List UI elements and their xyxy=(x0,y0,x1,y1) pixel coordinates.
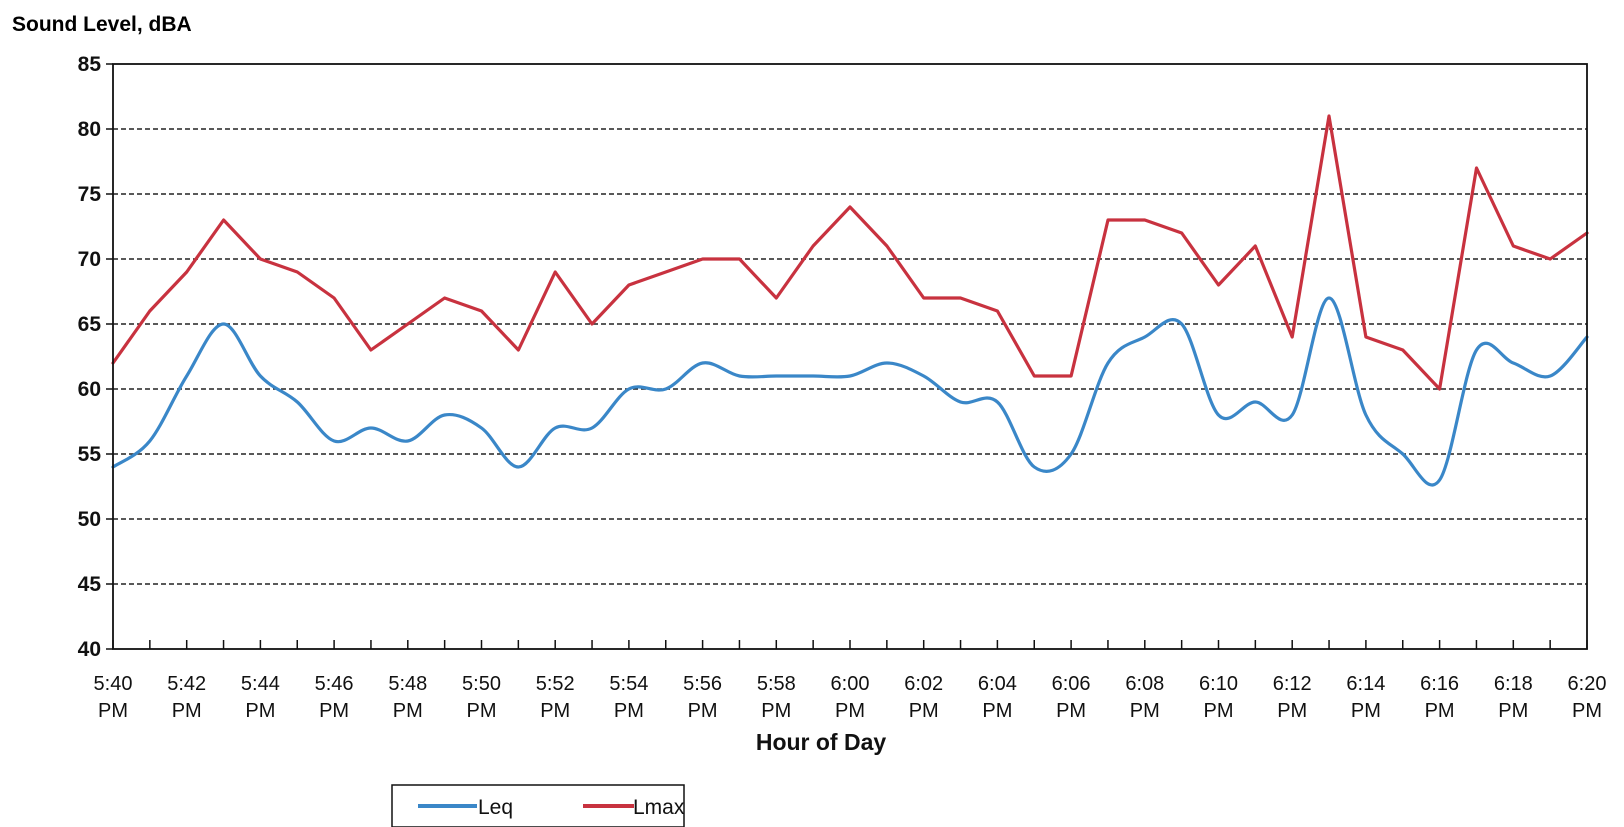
gridlines xyxy=(113,128,1587,585)
x-tick-label-time: 6:00 xyxy=(831,673,870,695)
x-tick-label-period: PM xyxy=(909,700,939,722)
x-tick-label-time: 6:08 xyxy=(1125,673,1164,695)
x-tick-label-time: 5:54 xyxy=(609,673,648,695)
x-tick-label-period: PM xyxy=(761,700,791,722)
x-tick-label-period: PM xyxy=(1056,700,1086,722)
x-tick-label-period: PM xyxy=(172,700,202,722)
x-tick-label-time: 6:10 xyxy=(1199,673,1238,695)
x-tick-label-period: PM xyxy=(982,700,1012,722)
x-tick-label-period: PM xyxy=(835,700,865,722)
x-tick-label-time: 5:52 xyxy=(536,673,575,695)
legend-label-lmax: Lmax xyxy=(633,796,685,819)
y-tick-label: 80 xyxy=(78,118,101,141)
x-tick-label-period: PM xyxy=(1130,700,1160,722)
x-tick-label-time: 6:12 xyxy=(1273,673,1312,695)
y-tick-label: 60 xyxy=(78,378,101,401)
legend: Leq Lmax xyxy=(391,784,685,827)
x-tick-label-period: PM xyxy=(98,700,128,722)
legend-label-leq: Leq xyxy=(478,796,513,819)
x-tick-label-period: PM xyxy=(393,700,423,722)
x-tick-label-time: 5:42 xyxy=(167,673,206,695)
x-tick-label-period: PM xyxy=(1498,700,1528,722)
x-tick-label-period: PM xyxy=(1572,700,1602,722)
x-tick-label-time: 6:18 xyxy=(1494,673,1533,695)
x-tick-label-period: PM xyxy=(319,700,349,722)
y-tick-label: 85 xyxy=(78,53,102,76)
x-tick-label-time: 6:02 xyxy=(904,673,943,695)
x-tick-label-period: PM xyxy=(688,700,718,722)
x-tick-label-period: PM xyxy=(540,700,570,722)
x-tick-label-time: 6:14 xyxy=(1346,673,1385,695)
series-line-leq xyxy=(111,296,1589,487)
x-tick-label-period: PM xyxy=(1204,700,1234,722)
x-tick-label-time: 6:20 xyxy=(1568,673,1607,695)
x-tick-label-time: 5:40 xyxy=(94,673,133,695)
x-tick-label-time: 6:06 xyxy=(1052,673,1091,695)
y-tick-label: 75 xyxy=(78,183,102,206)
y-axis-ticks: 40 45 50 55 60 65 70 75 80 85 xyxy=(78,53,113,661)
y-axis-title: Sound Level, dBA xyxy=(12,13,192,36)
x-tick-label-period: PM xyxy=(614,700,644,722)
y-tick-label: 40 xyxy=(78,638,101,661)
x-tick-label-time: 6:04 xyxy=(978,673,1017,695)
y-tick-label: 70 xyxy=(78,248,101,271)
x-tick-label-time: 5:46 xyxy=(315,673,354,695)
x-axis-title: Hour of Day xyxy=(756,729,887,755)
x-axis-ticks: 5:40 PM 5:42 PM 5:44 PM 5:46 PM 5:48 PM 5:50 PM 5:52… xyxy=(94,640,1607,722)
series-line-lmax xyxy=(111,114,1589,391)
x-tick-label-time: 5:48 xyxy=(388,673,427,695)
x-tick-label-time: 5:44 xyxy=(241,673,280,695)
y-tick-label: 45 xyxy=(78,573,102,596)
y-tick-label: 55 xyxy=(78,443,102,466)
x-tick-label-period: PM xyxy=(1425,700,1455,722)
y-tick-label: 65 xyxy=(78,313,102,336)
series-lines xyxy=(111,114,1589,487)
x-tick-label-period: PM xyxy=(245,700,275,722)
x-tick-label-period: PM xyxy=(1277,700,1307,722)
y-tick-label: 50 xyxy=(78,508,101,531)
x-tick-label-time: 5:56 xyxy=(683,673,722,695)
x-tick-label-time: 5:50 xyxy=(462,673,501,695)
x-tick-label-time: 5:58 xyxy=(757,673,796,695)
x-tick-label-time: 6:16 xyxy=(1420,673,1459,695)
plot-frame xyxy=(112,63,1588,650)
x-tick-label-period: PM xyxy=(1351,700,1381,722)
x-tick-label-period: PM xyxy=(467,700,497,722)
